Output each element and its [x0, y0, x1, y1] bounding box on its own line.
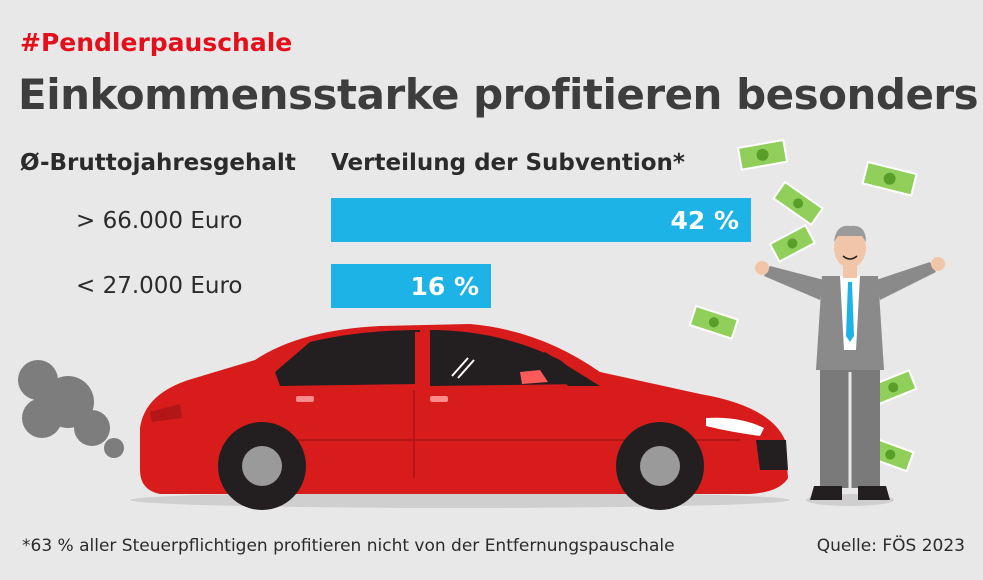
page-title: Einkommensstarke profitieren besonders — [18, 70, 979, 119]
bar-high-income — [331, 198, 751, 242]
bar-low-income — [331, 264, 491, 308]
hashtag: #Pendlerpauschale — [20, 28, 293, 57]
column-header-distribution: Verteilung der Subvention* — [331, 150, 685, 176]
exhaust-smoke-icon — [18, 360, 124, 458]
category-label-low-income: < 27.000 Euro — [76, 273, 243, 299]
footnote: *63 % aller Steuerpflichtigen profitiere… — [22, 536, 675, 556]
bar-value-label: 16 % — [410, 272, 479, 301]
source-credit: Quelle: FÖS 2023 — [816, 536, 965, 556]
businessman-illustration — [755, 225, 945, 506]
category-label-high-income: > 66.000 Euro — [76, 208, 243, 234]
column-header-salary: Ø-Bruttojahresgehalt — [20, 150, 296, 176]
bar-value-label: 42 % — [670, 206, 739, 235]
car-illustration — [130, 324, 790, 510]
